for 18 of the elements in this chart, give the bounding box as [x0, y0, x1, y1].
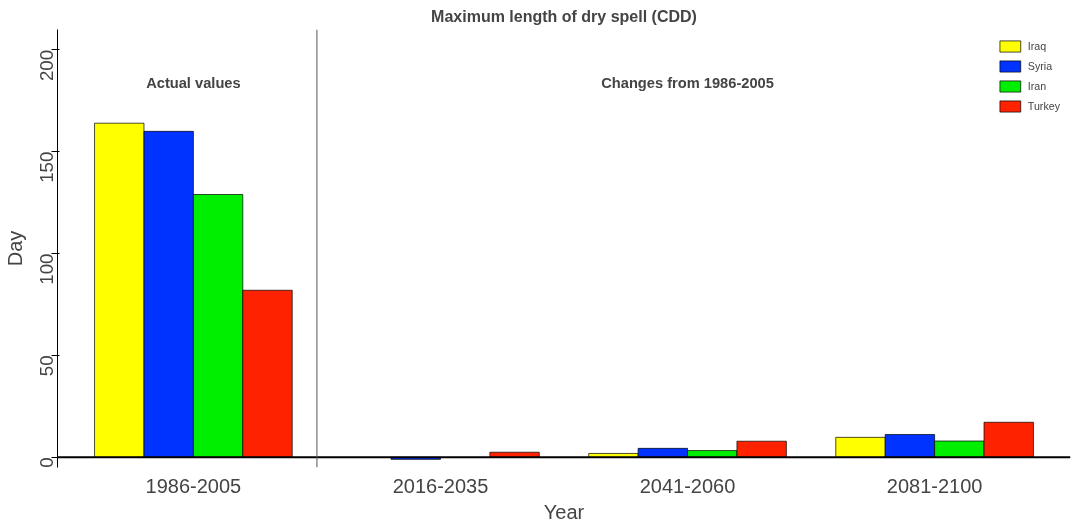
- legend-label: Iraq: [1027, 40, 1048, 52]
- legend-label: Iran: [1027, 80, 1048, 92]
- y-axis-title: Day: [3, 230, 26, 267]
- y-tick-label: 0: [36, 457, 57, 468]
- annotation: Actual values: [146, 74, 241, 91]
- y-tick-label: 150: [36, 151, 57, 183]
- x-tick-label: 2041-2060: [639, 474, 736, 497]
- y-tick-label: 200: [36, 49, 57, 81]
- x-axis-title: Year: [543, 500, 585, 523]
- x-tick-label: 2081-2100: [886, 474, 983, 497]
- legend-label: Turkey: [1027, 100, 1060, 112]
- chart-title: Maximum length of dry spell (CDD): [431, 7, 697, 25]
- y-tick-label: 100: [36, 253, 57, 285]
- legend-label: Syria: [1027, 60, 1053, 72]
- x-tick-label: 1986-2005: [145, 474, 242, 497]
- x-tick-label: 2016-2035: [392, 474, 489, 497]
- annotation: Changes from 1986-2005: [601, 74, 774, 91]
- y-tick-label: 50: [36, 355, 57, 377]
